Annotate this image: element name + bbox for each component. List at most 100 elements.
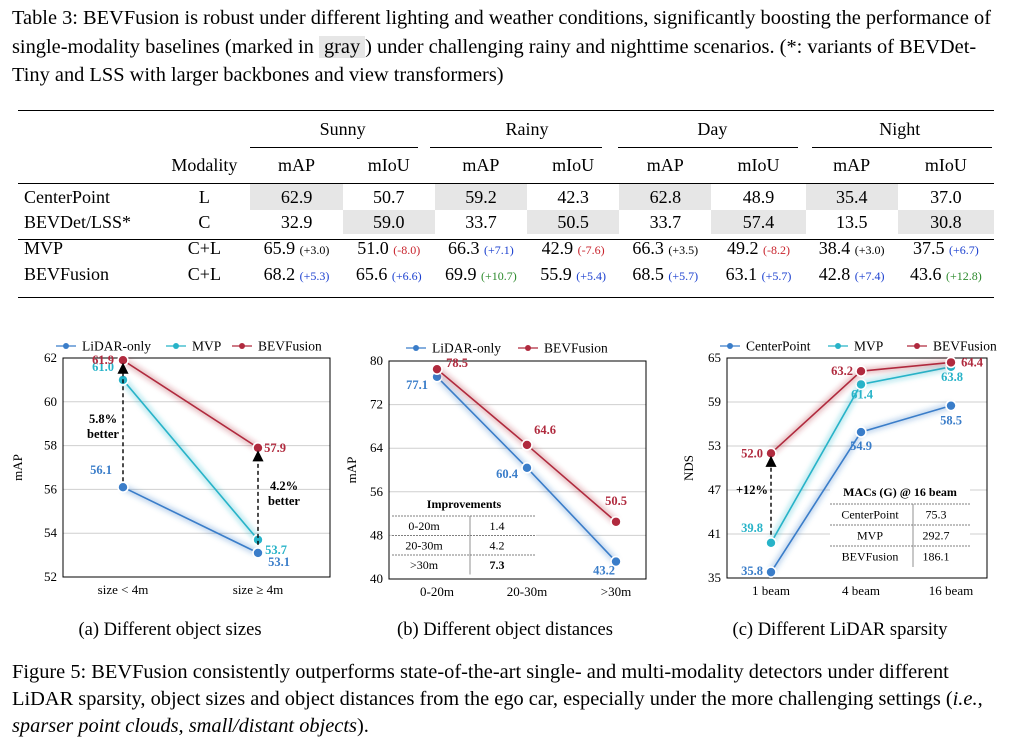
cmid-rainy: [430, 147, 602, 148]
y-tick-label: 41: [708, 526, 721, 541]
cell-delta: (+3.5): [668, 242, 699, 257]
y-tick-label: 58: [44, 438, 57, 453]
annotation-text: 4.2%: [270, 479, 298, 493]
x-tick-label: 4 beam: [842, 583, 880, 598]
cell-delta: (+12.8): [946, 268, 982, 283]
figure-caption-italic: sparser point clouds: [12, 715, 179, 737]
cell-value: 13.5: [835, 211, 868, 232]
row-label: BEVFusion: [24, 263, 110, 284]
inset-table-cell: >30m: [410, 558, 439, 572]
metric-header: mAP: [278, 155, 316, 175]
data-point: [521, 462, 533, 474]
legend-marker: [835, 343, 841, 349]
data-point: [765, 566, 777, 578]
figure-caption-main: Figure 5: BEVFusion consistently outperf…: [12, 661, 953, 710]
table-cell: 43.6 (+12.8): [898, 262, 994, 286]
cell-delta: (-7.6): [577, 242, 605, 257]
table-row: BEVFusion C+L 68.2 (+5.3) 65.6 (+6.6) 69.9 (…: [18, 262, 994, 286]
x-tick-label: 1 beam: [752, 583, 790, 598]
inset-table-title: Improvements: [427, 497, 502, 511]
table-cell: 68.2 (+5.3): [250, 262, 342, 286]
cell-value: 48.9: [742, 186, 775, 207]
inset-table-cell: 292.7: [923, 529, 950, 543]
cell-value: 62.8: [649, 186, 682, 207]
row-label: MVP: [24, 237, 64, 258]
cell-value: 65.6: [355, 263, 388, 284]
cell-value: 65.9: [263, 237, 296, 258]
cell-value: 33.7: [649, 211, 682, 232]
annotation-text: better: [268, 494, 300, 508]
cell-value: 66.3: [448, 237, 480, 258]
x-tick-label: 0-20m: [420, 584, 454, 599]
metric-header: mIoU: [552, 155, 595, 175]
table-cell: 33.7: [619, 210, 711, 234]
plot-frame: [726, 357, 988, 579]
metric-header: mIoU: [737, 155, 780, 175]
legend-marker: [727, 343, 733, 349]
legend-marker: [914, 343, 920, 349]
inset-table-cell: 7.3: [490, 558, 505, 572]
chart-object-distances: 40 48 56 64 72 80 0-20m 20-30m >30m mAP LiDAR-only…: [344, 341, 647, 599]
cell-value: 51.0: [357, 237, 389, 258]
inset-table-cell: 0-20m: [408, 519, 440, 533]
cell-value: 32.9: [280, 211, 313, 232]
figure-caption-sep: ,: [178, 715, 189, 737]
legend-marker: [63, 343, 69, 349]
data-label: 63.2: [831, 364, 853, 378]
cell-value: 69.9: [445, 263, 477, 284]
data-point: [855, 378, 867, 391]
y-tick-label: 53: [708, 438, 721, 453]
data-label: 61.0: [92, 360, 114, 374]
data-label: 52.0: [741, 446, 763, 460]
table-cell: 63.1 (+5.7): [711, 262, 805, 286]
group-header: Rainy: [505, 118, 549, 139]
table-cell: 62.9: [250, 184, 343, 210]
annotation-text: +12%: [736, 483, 768, 497]
cmid-day: [618, 147, 798, 148]
inset-table-cell: CenterPoint: [841, 508, 899, 522]
table-caption: Table 3: BEVFusion is robust under diffe…: [12, 4, 1012, 90]
cell-value: 57.4: [742, 211, 775, 232]
group-header: Day: [697, 118, 728, 139]
cell-value: 42.8: [818, 263, 851, 284]
figure-caption-italic2: small/distant objects: [188, 715, 357, 737]
inset-table-cell: 1.4: [490, 519, 505, 533]
data-point: [610, 515, 622, 528]
y-tick-label: 47: [708, 482, 722, 497]
data-point: [610, 555, 622, 568]
data-label: 39.8: [741, 521, 763, 535]
table-cell: 42.3: [527, 184, 619, 210]
table-cell: 66.3 (+3.5): [619, 234, 711, 262]
y-tick-label: 65: [708, 350, 721, 365]
metric-header: mAP: [646, 155, 684, 175]
inset-table-cell: 75.3: [926, 508, 947, 522]
subcaption-a: (a) Different object sizes: [78, 620, 262, 640]
data-label: 61.4: [851, 387, 874, 401]
y-tick-label: 72: [370, 397, 383, 412]
inset-table-cell: 186.1: [923, 550, 950, 564]
cell-value: 42.9: [541, 237, 574, 258]
metric-header: mIoU: [924, 155, 967, 175]
table-cell: 50.5: [527, 210, 620, 234]
row-label: CenterPoint: [24, 186, 110, 207]
results-table: Sunny Rainy Day Night Modality mAP mIoU …: [18, 111, 994, 286]
table-cell: 62.8: [619, 184, 712, 210]
cell-value: 50.5: [557, 211, 589, 232]
y-axis-label: mAP: [10, 454, 25, 481]
y-tick-label: 56: [44, 481, 58, 496]
data-label: 56.1: [90, 463, 112, 477]
table-row: BEVDet/LSS* C 32.9 59.0 33.7 50.5 33.7 57.4 13.5…: [18, 210, 994, 234]
cell-value: 59.0: [373, 211, 405, 232]
cell-delta: (+5.7): [761, 268, 792, 283]
cell-value: 62.9: [280, 186, 313, 207]
table-group-rule: [18, 239, 994, 240]
table-cell: 66.3 (+7.1): [435, 234, 527, 262]
x-tick-label: size < 4m: [98, 582, 149, 597]
table-cell: 35.4: [805, 184, 898, 210]
data-label: 58.5: [940, 414, 962, 428]
figure-caption: Figure 5: BEVFusion consistently outperf…: [12, 659, 1012, 740]
table-cell: 59.0: [342, 210, 435, 234]
cell-delta: (+10.7): [481, 268, 517, 283]
data-label: 60.4: [496, 467, 519, 481]
inset-table-cell: 20-30m: [405, 538, 443, 552]
